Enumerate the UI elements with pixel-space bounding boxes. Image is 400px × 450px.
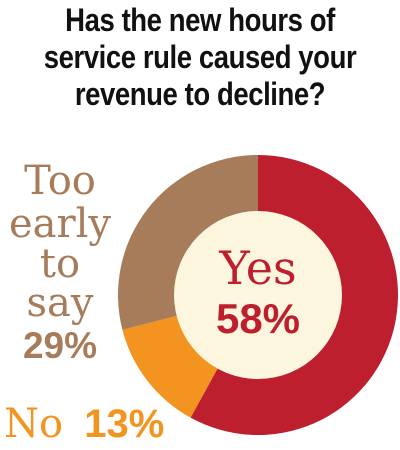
slice-label-no-group: No 13% xyxy=(4,401,164,447)
slice-label-no: No xyxy=(4,401,63,447)
title-line-2: service rule caused your xyxy=(43,39,357,75)
slice-value-yes: 58% xyxy=(216,295,300,342)
title-line-1: Has the new hours of xyxy=(65,2,335,38)
slice-label-too-early-line-1: Too xyxy=(24,158,96,204)
chart-title: Has the new hours of service rule caused… xyxy=(28,2,372,113)
slice-label-too-early-line-4: say xyxy=(27,280,94,326)
slice-value-too-early: 29% xyxy=(23,325,97,366)
slice-label-yes: Yes xyxy=(218,241,296,295)
slice-value-no: 13% xyxy=(84,402,164,446)
slice-label-too-early-line-2: early xyxy=(9,201,111,247)
slice-label-too-early-line-3: to xyxy=(40,241,80,287)
title-line-3: revenue to decline? xyxy=(74,76,326,112)
donut-center xyxy=(174,211,342,379)
